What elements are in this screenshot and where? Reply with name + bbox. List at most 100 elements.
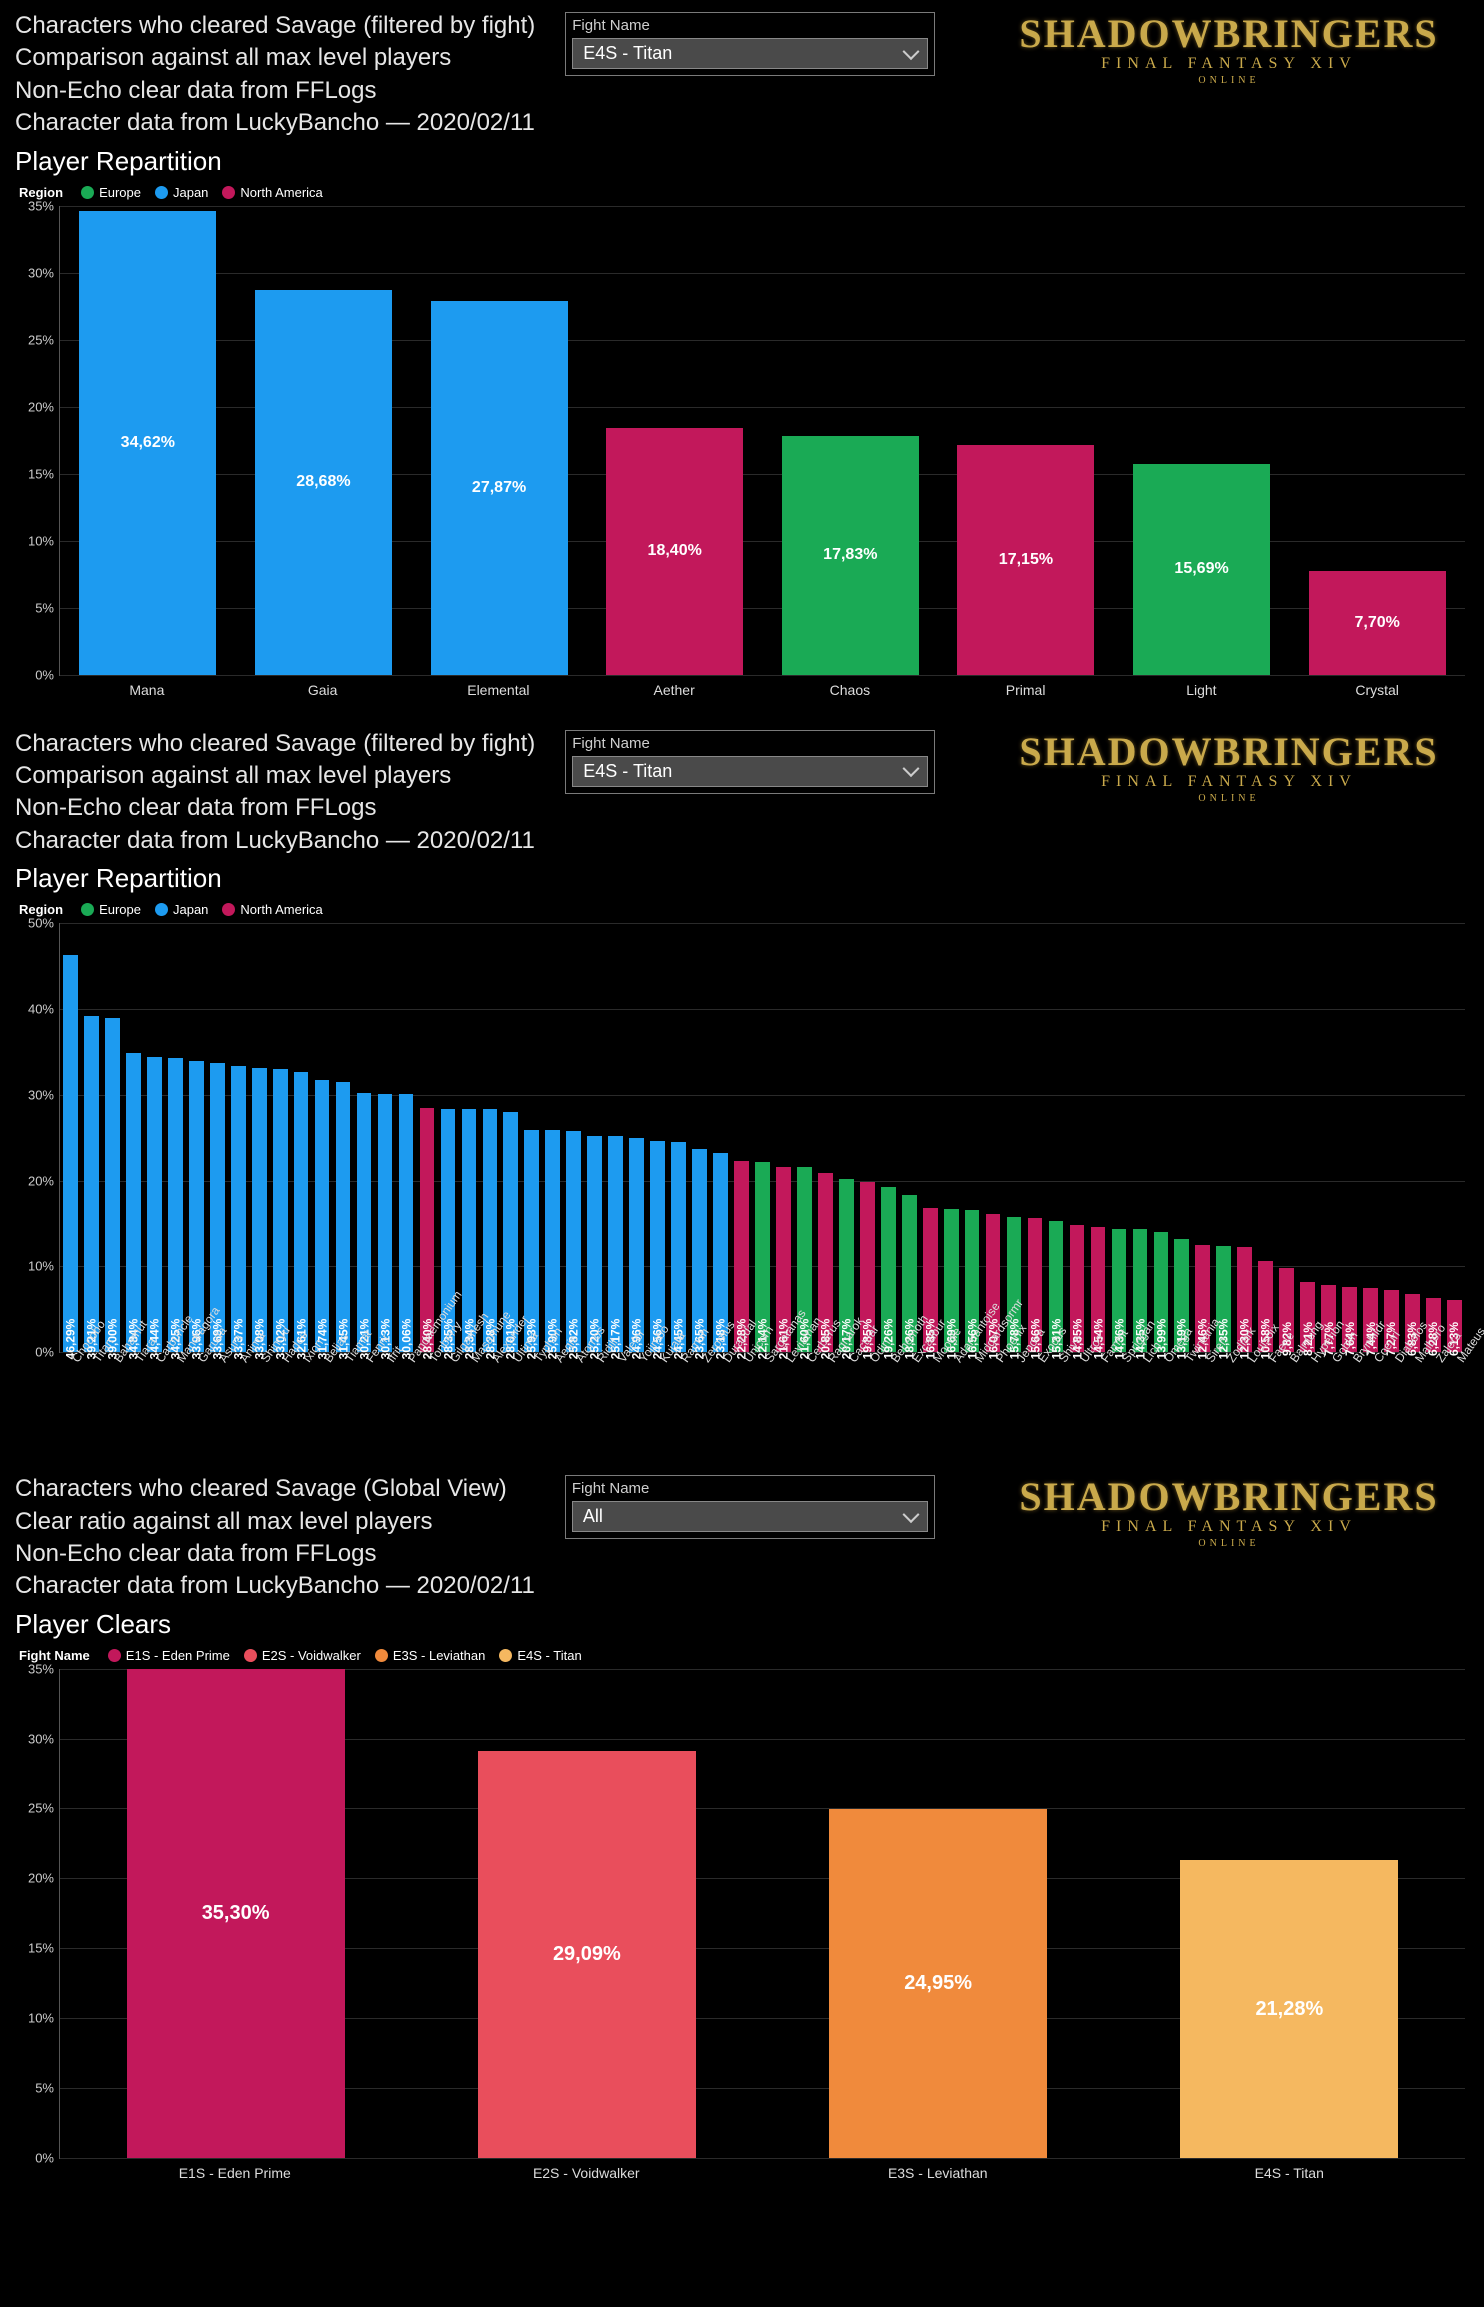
bar[interactable]: 31,74% (315, 1080, 330, 1352)
bar[interactable]: 25,20% (587, 1136, 602, 1352)
bar[interactable]: 30,13% (378, 1094, 393, 1353)
legend-item[interactable]: Japan (155, 902, 208, 917)
legend-label: North America (240, 185, 322, 200)
bar-slot: 7,27% (1381, 923, 1402, 1352)
bar-slot: 17,83% (763, 206, 939, 675)
x-label-slot: Yojimbo (626, 1353, 647, 1443)
bar[interactable]: 35,30% (127, 1669, 345, 2158)
legend-item[interactable]: E3S - Leviathan (375, 1648, 486, 1663)
x-label-slot: Ultima (500, 1353, 521, 1443)
bar-slot: 16,07% (983, 923, 1004, 1352)
bar-value-label: 15,69% (1174, 560, 1228, 578)
bar[interactable]: 33,02% (273, 1069, 288, 1352)
bar-value-label: 29,09% (553, 1943, 621, 1966)
bar[interactable]: 28,40% (420, 1108, 435, 1352)
bars-container: 46,29% 39,21% 39,00% 34,84% 34,44% 34,25% 33,9… (60, 923, 1465, 1352)
bar[interactable]: 25,82% (566, 1131, 581, 1353)
x-label-slot: Siren (1192, 1353, 1213, 1443)
bar[interactable]: 15,69% (1133, 464, 1270, 674)
bar[interactable]: 30,21% (357, 1093, 372, 1352)
legend-item[interactable]: E2S - Voidwalker (244, 1648, 361, 1663)
bar[interactable]: 34,25% (168, 1058, 183, 1352)
bar-slot: 7,64% (1339, 923, 1360, 1352)
bar[interactable]: 25,90% (545, 1130, 560, 1352)
bar[interactable]: 39,21% (84, 1016, 99, 1352)
legend-item[interactable]: Europe (81, 185, 141, 200)
x-label-slot: Ultros (1066, 1353, 1087, 1443)
x-label-slot: Lich (1129, 1353, 1150, 1443)
bar-slot: 6,83% (1402, 923, 1423, 1352)
bar-slot: 30,21% (354, 923, 375, 1352)
y-tick-label: 25% (20, 1801, 54, 1816)
bar[interactable]: 33,96% (189, 1061, 204, 1352)
bar[interactable]: 46,29% (63, 955, 78, 1352)
x-label-slot: Faerie (1255, 1353, 1276, 1443)
y-tick-label: 20% (20, 1871, 54, 1886)
bar[interactable]: 39,00% (105, 1018, 120, 1353)
x-label-slot: Spriggan (1108, 1353, 1129, 1443)
bar[interactable]: 34,44% (147, 1057, 162, 1352)
bar[interactable]: 31,45% (336, 1082, 351, 1352)
bar[interactable]: 23,65% (692, 1149, 707, 1352)
fight-dropdown[interactable]: All (572, 1501, 928, 1532)
bar[interactable]: 34,84% (126, 1053, 141, 1352)
bar[interactable]: 29,09% (478, 1751, 696, 2157)
dropdown-label: Fight Name (572, 17, 928, 34)
legend-item[interactable]: E1S - Eden Prime (108, 1648, 230, 1663)
bar[interactable]: 17,15% (957, 445, 1094, 675)
bar-value-label: 18,40% (648, 542, 702, 560)
bar[interactable]: 28,34% (462, 1109, 477, 1352)
bar-slot: 18,26% (899, 923, 920, 1352)
bar[interactable]: 24,95% (829, 1809, 1047, 2158)
bar-value-label: 21,28% (1255, 1998, 1323, 2021)
fight-dropdown[interactable]: E4S - Titan (572, 38, 928, 69)
x-label-slot: Twintania (1171, 1353, 1192, 1443)
worlds-chart: 0%10%20%30%40%50%46,29%39,21%39,00%34,84… (19, 923, 1465, 1443)
fight-dropdown[interactable]: E4S - Titan (572, 756, 928, 787)
y-tick-label: 0% (20, 2150, 54, 2165)
x-label-slot: Coeurl (1360, 1353, 1381, 1443)
bar[interactable]: 27,87% (431, 301, 568, 674)
bar[interactable]: 7,70% (1309, 571, 1446, 674)
bar-slot: 12,35% (1213, 923, 1234, 1352)
legend-item[interactable]: Europe (81, 902, 141, 917)
bar[interactable]: 33,08% (252, 1068, 267, 1352)
panel-header: Characters who cleared Savage (filtered … (15, 10, 1469, 177)
x-label-slot: Light (1114, 676, 1290, 698)
legend-item[interactable]: North America (222, 902, 322, 917)
legend-item[interactable]: North America (222, 185, 322, 200)
section-title: Player Repartition (15, 146, 535, 177)
x-label-slot: Leviathan (772, 1353, 793, 1443)
bar-slot: 22,14% (752, 923, 773, 1352)
bar-slot: 28,40% (416, 923, 437, 1352)
section-title: Player Repartition (15, 863, 535, 894)
bar[interactable]: 25,17% (608, 1136, 623, 1352)
plot-area: 0%5%10%15%20%25%30%35%35,30%29,09%24,95%… (59, 1669, 1465, 2159)
clears-chart: 0%5%10%15%20%25%30%35%35,30%29,09%24,95%… (19, 1669, 1465, 2181)
legend-item[interactable]: E4S - Titan (499, 1648, 581, 1663)
bar[interactable]: 18,40% (606, 428, 743, 675)
desc-line: Clear ratio against all max level player… (15, 1506, 535, 1538)
bar[interactable]: 24,56% (650, 1141, 665, 1352)
bar[interactable]: 24,96% (629, 1138, 644, 1352)
bar[interactable]: 34,62% (79, 211, 216, 675)
bar[interactable]: 21,28% (1180, 1860, 1398, 2157)
bar[interactable]: 33,37% (231, 1066, 246, 1352)
legend-item[interactable]: Japan (155, 185, 208, 200)
bar[interactable]: 30,06% (399, 1094, 414, 1352)
bar[interactable]: 32,61% (294, 1072, 309, 1352)
bar[interactable]: 13,99% (1154, 1232, 1169, 1352)
bar[interactable]: 19,26% (881, 1187, 896, 1352)
legend-label: Japan (173, 902, 208, 917)
x-label-slot: Ramuh (668, 1353, 689, 1443)
x-label-slot: Gilgamesh (437, 1353, 458, 1443)
x-label-slot: Unicorn (731, 1353, 752, 1443)
bar-slot: 28,35% (437, 923, 458, 1352)
bar-slot: 18,40% (587, 206, 763, 675)
bar[interactable]: 24,45% (671, 1142, 686, 1352)
bar-slot: 21,61% (773, 923, 794, 1352)
dropdown-label: Fight Name (572, 1480, 928, 1497)
legend-swatch (81, 186, 94, 199)
bar[interactable]: 28,68% (255, 290, 392, 674)
bar[interactable]: 17,83% (782, 436, 919, 675)
